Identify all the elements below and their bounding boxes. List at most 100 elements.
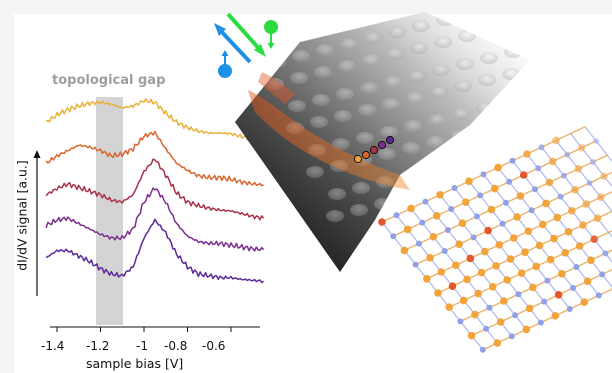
marker-1 [353,154,363,164]
surface-bump [382,98,400,110]
surface-bump [406,92,424,104]
lattice-atom [552,136,560,145]
lattice-atom [506,178,513,185]
lattice-atom [574,165,583,173]
lattice-atom [496,318,505,326]
y-axis-arrow [33,150,41,296]
propagation-arrows-icon [214,12,266,64]
surface-bump [266,78,284,90]
spectrum-line [45,187,265,252]
surface-bump [334,110,352,122]
lattice-atom [390,233,397,240]
lattice-atom [477,268,486,277]
surface-bump [384,76,402,88]
lattice-atom [437,268,446,276]
lattice-atom [444,227,451,233]
lattice-bond [604,253,612,263]
surface-bump [326,210,344,222]
surface-bump [352,182,370,194]
lattice-bond [608,230,612,234]
lattice-atom [448,206,455,212]
surface-bump [356,132,374,144]
lattice-atom [474,289,483,298]
lattice-atom [500,297,508,305]
lattice-atom [493,339,502,347]
surface-bump [546,106,564,118]
surface-bump [310,116,328,128]
lattice-atom [593,214,602,222]
spectrum-line [45,130,264,187]
spectrum-line [45,158,265,221]
surface-bump [502,68,520,80]
lattice-atom [524,227,533,235]
lattice-atom [441,248,448,254]
lattice-atom [426,253,434,262]
surface-bump [314,66,332,78]
lattice-atom [466,254,475,263]
lattice-atom [448,282,457,291]
surface-bump [452,108,470,120]
lattice-atom [492,262,500,270]
lattice-atom [473,213,480,220]
x-tick-label: -1 [136,339,148,353]
lattice-bond [584,126,597,142]
lattice-atom [582,200,591,208]
spectra-lines [45,98,265,284]
lattice-atom [434,289,442,297]
surface-bump [518,162,530,174]
lattice-atom [535,241,544,250]
lattice-atom [542,199,550,208]
lattice-bond [601,274,612,288]
lattice-atom [599,271,606,278]
lattice-atom [546,255,555,264]
lattice-atom [571,186,579,194]
lattice-atom [583,277,592,286]
lattice-atom [580,298,589,307]
lattice-atom [480,171,487,178]
surface-bump [268,56,286,68]
lattice-atom [488,283,497,291]
lattice-atom [515,291,522,298]
lattice-atom [544,277,551,284]
surface-bump [292,50,310,62]
x-tick-label: -1.4 [41,339,65,353]
surface-bump [404,120,422,132]
surface-bump [434,36,452,48]
lattice-atom [455,240,463,248]
surface-bump [496,146,514,158]
lattice-atom [506,255,515,263]
lattice-atom [445,303,454,312]
lattice-atom [467,331,476,340]
lattice-atom [429,233,438,241]
lattice-atom [545,178,554,187]
lattice-bond [608,232,612,238]
surface-bump [350,204,368,216]
lattice-atom [494,163,502,172]
surface-bump [430,86,448,98]
surface-bump [478,74,496,86]
surface-bump [476,102,494,114]
lattice-atom [566,306,573,312]
lattice-atom [573,264,580,270]
surface-bump [436,14,454,26]
surface-bump [472,152,490,164]
lattice-atom [484,226,492,235]
lattice-atom [570,285,577,291]
lattice-atom [509,157,516,164]
surface-bump [386,48,404,60]
x-tick-label: -1.2 [86,339,110,353]
surface-bump [482,24,500,36]
surface-bump [474,124,492,136]
lattice-atom [538,144,545,151]
surface-bump [548,84,566,96]
surface-bump [364,32,382,44]
y-axis-label: dI/dV signal [a.u.] [14,160,30,271]
lattice-atom [451,185,458,191]
surface-bump [290,72,308,84]
lattice-atom [471,310,479,319]
lattice-atom [560,172,567,179]
marker-2 [361,150,371,160]
lattice-atom [535,165,542,172]
surface-bump [358,104,376,116]
surface-bump [424,164,442,176]
